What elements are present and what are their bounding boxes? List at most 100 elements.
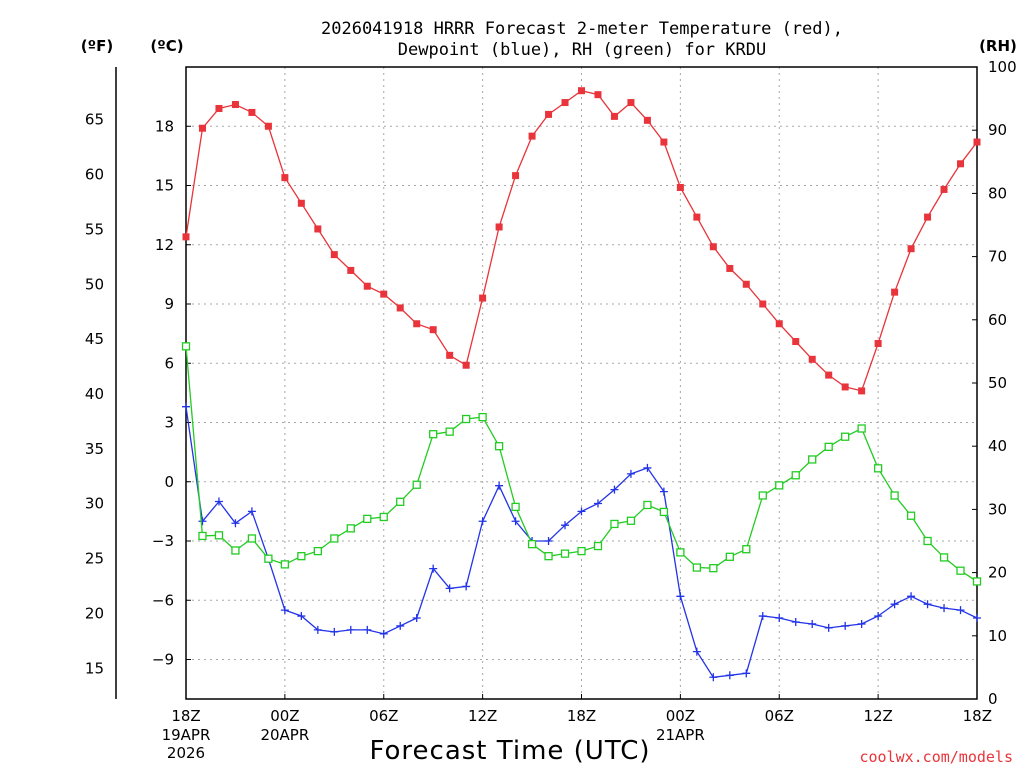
temperature-point [874, 340, 882, 347]
x-tick-date: 19APR [162, 726, 211, 744]
dewpoint-point [956, 606, 965, 615]
rh-point [412, 480, 421, 489]
celsius-tick-label: 0 [164, 473, 174, 491]
dewpoint-point [940, 604, 949, 613]
temperature-point [215, 104, 223, 112]
dewpoint-point [214, 497, 223, 506]
rh-point [379, 512, 388, 522]
chart-title-line2: Dewpoint (blue), RH (green) for KRDU [398, 40, 766, 60]
fahrenheit-tick-label: 25 [85, 550, 104, 568]
temperature-point [198, 124, 206, 132]
dewpoint-point [659, 487, 668, 496]
dewpoint-point [363, 625, 372, 634]
temperature-point [660, 138, 668, 146]
dewpoint-point [676, 592, 685, 601]
x-axis-title: Forecast Time (UTC) [369, 736, 650, 766]
dewpoint-point [725, 671, 734, 680]
dewpoint-point [231, 519, 240, 528]
rh-point [313, 546, 322, 556]
fahrenheit-tick-label: 35 [85, 440, 104, 458]
temperature-point [561, 99, 569, 107]
x-tick-label: 00Z [270, 707, 299, 725]
temperature-point [248, 108, 256, 116]
dewpoint-point [577, 507, 586, 516]
dewpoint-point [297, 612, 306, 621]
fahrenheit-tick-label: 50 [85, 275, 104, 293]
celsius-tick-label: 3 [164, 414, 174, 432]
temperature-point [858, 387, 866, 395]
celsius-tick-label: 12 [155, 236, 174, 254]
fahrenheit-tick-label: 30 [85, 495, 104, 513]
temperature-point [957, 160, 965, 168]
temperature-point [347, 266, 355, 274]
dewpoint-point [841, 621, 850, 630]
rh-point [461, 414, 471, 424]
fahrenheit-tick-label: 15 [85, 659, 104, 677]
temperature-point [792, 338, 800, 346]
temperature-point [363, 282, 371, 290]
celsius-tick-label: −6 [152, 591, 174, 609]
temperature-point [545, 110, 553, 118]
temperature-point [297, 199, 305, 207]
rh-point [544, 552, 553, 561]
rh-point [264, 554, 273, 563]
temperature-point [808, 355, 816, 363]
rh-series [181, 342, 982, 586]
rh-point [791, 471, 800, 480]
dewpoint-point [247, 507, 256, 516]
temperature-point [231, 101, 239, 109]
x-tick-label: 12Z [863, 707, 892, 725]
x-tick-label: 12Z [468, 707, 497, 725]
rh-point [445, 427, 454, 436]
celsius-tick-label: 9 [164, 295, 174, 313]
temperature-point [264, 122, 272, 130]
x-tick-label: 06Z [369, 707, 398, 725]
rh-point [725, 552, 734, 561]
celsius-tick-label: 15 [155, 177, 174, 195]
rh-point [560, 549, 570, 558]
temperature-point [676, 183, 684, 191]
rh-point [808, 455, 817, 464]
rh-point [972, 577, 982, 586]
fahrenheit-tick-label: 20 [85, 604, 104, 622]
dewpoint-point [808, 619, 817, 628]
rh-point [181, 342, 191, 351]
temperature-point [973, 138, 981, 146]
fahrenheit-tick-label: 40 [85, 385, 104, 403]
dewpoint-point [511, 517, 520, 526]
x-tick-label: 06Z [765, 707, 794, 725]
rh-point [214, 531, 224, 540]
celsius-tick-label: 6 [164, 354, 174, 372]
rh-point [775, 481, 784, 490]
dewpoint-point [626, 469, 635, 478]
temperature-point [281, 174, 289, 182]
temperature-point [610, 112, 618, 120]
dewpoint-point [610, 485, 619, 494]
rh-point [659, 507, 669, 517]
rh-point [396, 497, 405, 506]
x-tick-date: 21APR [656, 726, 705, 744]
grid-lines [186, 67, 977, 699]
temperature-point [693, 213, 701, 221]
rh-tick-label: 20 [988, 564, 1007, 582]
rh-point [346, 524, 355, 533]
dewpoint-series [182, 402, 981, 682]
dewpoint-point [692, 647, 701, 656]
temperature-point [396, 304, 404, 312]
rh-tick-label: 60 [988, 311, 1007, 329]
axes [115, 66, 978, 700]
temperature-point [759, 300, 767, 308]
temperature-point [742, 280, 750, 288]
rh-point [363, 514, 372, 524]
rh-point [429, 430, 438, 439]
dewpoint-point [198, 517, 207, 526]
temperature-point [891, 288, 899, 296]
temperature-point [924, 213, 932, 221]
dewpoint-point [890, 600, 899, 609]
rh-tick-label: 90 [988, 121, 1007, 139]
temperature-point [643, 116, 651, 124]
rh-point [857, 424, 866, 433]
rh-tick-label: 40 [988, 437, 1007, 455]
rh-point [709, 564, 718, 573]
